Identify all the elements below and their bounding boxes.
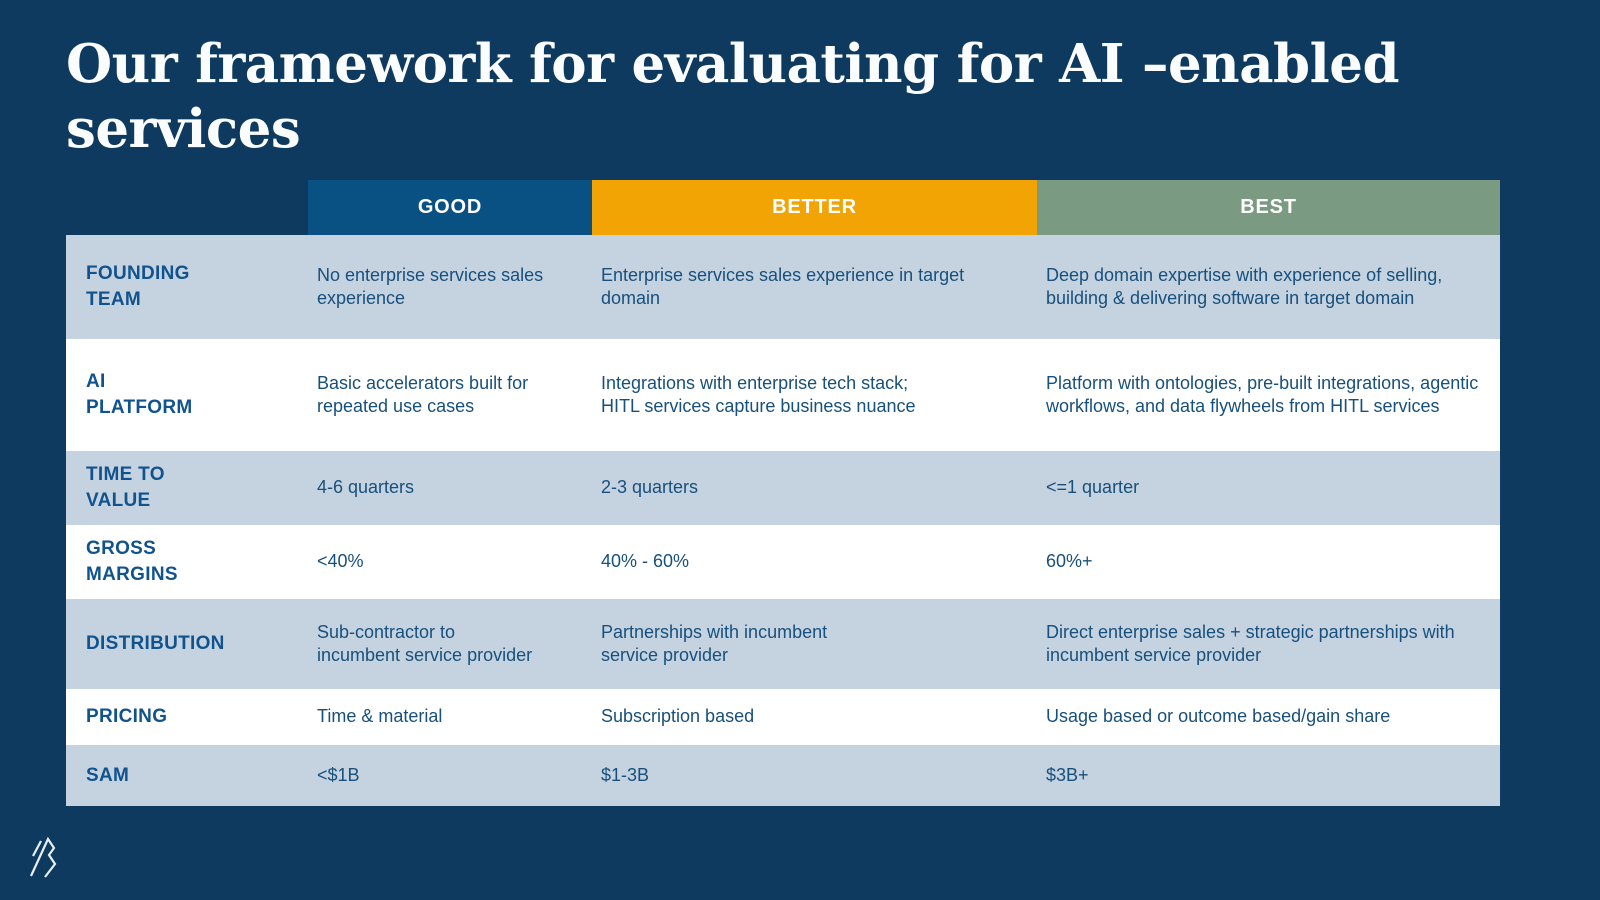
cell-ai-platform-good: Basic accelerators built for repeated us… [308, 339, 592, 451]
comparison-table: GOOD BETTER BEST FOUNDING TEAM No enterp… [66, 180, 1500, 806]
header-spacer [66, 180, 308, 235]
row-label-distribution: DISTRIBUTION [66, 599, 308, 689]
cell-founding-team-best: Deep domain expertise with experience of… [1037, 235, 1500, 339]
cell-ai-platform-better: Integrations with enterprise tech stack;… [592, 339, 1037, 451]
cell-gross-margins-best: 60%+ [1037, 525, 1500, 599]
cell-sam-best: $3B+ [1037, 745, 1500, 806]
cell-ai-platform-best: Platform with ontologies, pre-built inte… [1037, 339, 1500, 451]
column-header-better: BETTER [592, 180, 1037, 235]
row-label-pricing: PRICING [66, 689, 308, 745]
cell-gross-margins-good: <40% [308, 525, 592, 599]
cell-founding-team-better: Enterprise services sales experience in … [592, 235, 1037, 339]
cell-gross-margins-better: 40% - 60% [592, 525, 1037, 599]
cell-founding-team-good: No enterprise services sales experience [308, 235, 592, 339]
cell-distribution-better: Partnerships with incumbent service prov… [592, 599, 1037, 689]
row-label-founding-team: FOUNDING TEAM [66, 235, 308, 339]
page-title: Our framework for evaluating for AI –ena… [66, 33, 1400, 160]
cell-pricing-good: Time & material [308, 689, 592, 745]
cell-time-to-value-good: 4-6 quarters [308, 451, 592, 525]
cell-distribution-best: Direct enterprise sales + strategic part… [1037, 599, 1500, 689]
column-header-good: GOOD [308, 180, 592, 235]
cell-pricing-better: Subscription based [592, 689, 1037, 745]
row-label-ai-platform: AI PLATFORM [66, 339, 308, 451]
cell-pricing-best: Usage based or outcome based/gain share [1037, 689, 1500, 745]
row-label-sam: SAM [66, 745, 308, 806]
cell-sam-better: $1-3B [592, 745, 1037, 806]
row-label-time-to-value: TIME TO VALUE [66, 451, 308, 525]
company-logo [26, 834, 60, 880]
cell-sam-good: <$1B [308, 745, 592, 806]
double-slash-b-logomark-icon [30, 836, 57, 878]
cell-distribution-good: Sub-contractor to incumbent service prov… [308, 599, 592, 689]
cell-time-to-value-better: 2-3 quarters [592, 451, 1037, 525]
row-label-gross-margins: GROSS MARGINS [66, 525, 308, 599]
cell-time-to-value-best: <=1 quarter [1037, 451, 1500, 525]
column-header-best: BEST [1037, 180, 1500, 235]
